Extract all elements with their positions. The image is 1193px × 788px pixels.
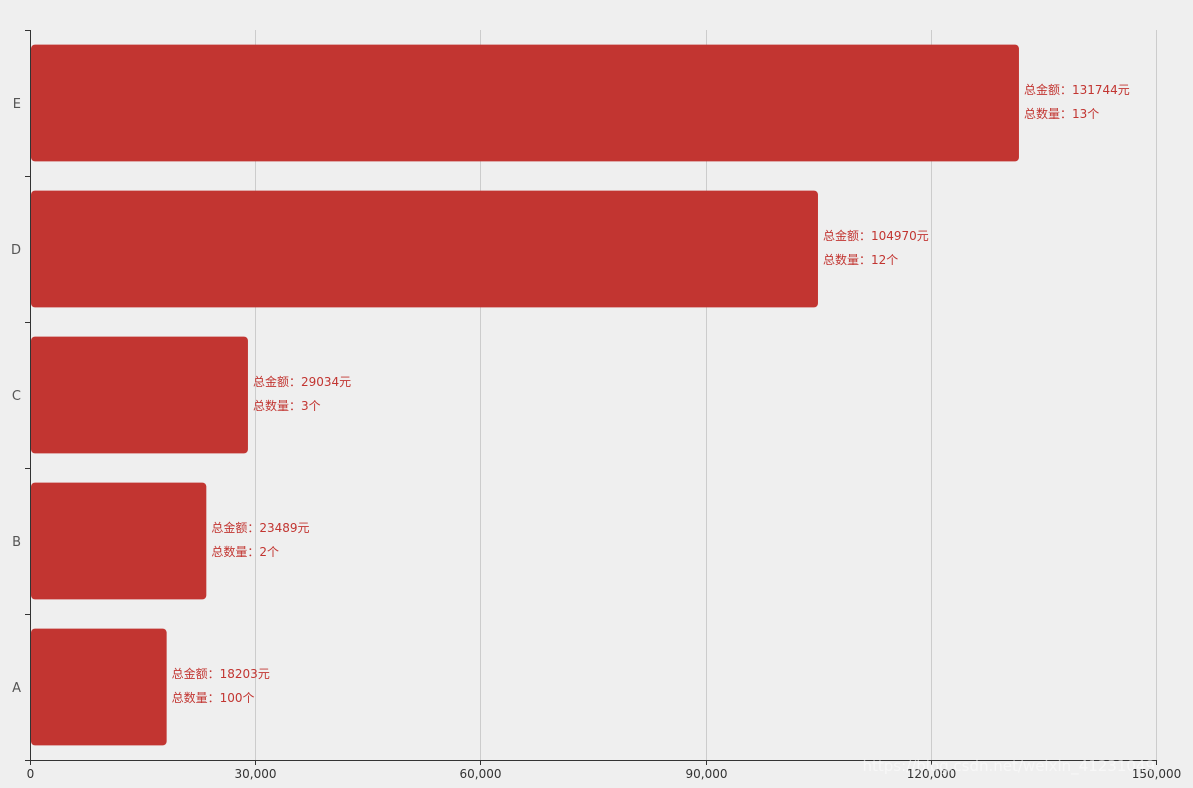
watermark-text: https://blog.csdn.net/weixin_41231049 xyxy=(862,757,1155,776)
bar-A xyxy=(31,628,167,746)
data-label-amount-C: 总金额：29034元 xyxy=(253,374,351,389)
data-label-amount-D: 总金额：104970元 xyxy=(823,228,929,243)
bar-D xyxy=(31,190,818,308)
axis-layer: 0 30,000 60,000 90,000 120,000 150,000 A B C D E xyxy=(11,30,1181,781)
y-category-label-E: E xyxy=(13,97,21,112)
bar-C xyxy=(31,336,248,454)
data-label-amount-A: 总金额：18203元 xyxy=(172,666,270,681)
y-category-label-C: C xyxy=(12,389,21,404)
x-tick-label-1: 30,000 xyxy=(235,767,277,781)
data-label-count-A: 总数量：100个 xyxy=(172,690,255,705)
data-label-amount-B: 总金额：23489元 xyxy=(211,520,309,535)
x-tick-label-2: 60,000 xyxy=(460,767,502,781)
y-category-label-D: D xyxy=(11,243,21,258)
x-tick-label-0: 0 xyxy=(27,767,35,781)
data-label-count-E: 总数量：13个 xyxy=(1024,106,1099,121)
y-category-label-A: A xyxy=(12,681,21,696)
data-label-count-B: 总数量：2个 xyxy=(211,544,279,559)
bar-layer xyxy=(31,44,1019,746)
data-label-amount-E: 总金额：131744元 xyxy=(1024,82,1130,97)
y-category-label-B: B xyxy=(12,535,21,550)
data-label-count-D: 总数量：12个 xyxy=(823,252,898,267)
x-tick-label-4: 120,000 xyxy=(907,767,957,781)
data-label-count-C: 总数量：3个 xyxy=(253,398,321,413)
x-tick-label-5: 150,000 xyxy=(1132,767,1182,781)
bar-E xyxy=(31,44,1019,162)
x-tick-label-3: 90,000 xyxy=(686,767,728,781)
bar-B xyxy=(31,482,207,600)
